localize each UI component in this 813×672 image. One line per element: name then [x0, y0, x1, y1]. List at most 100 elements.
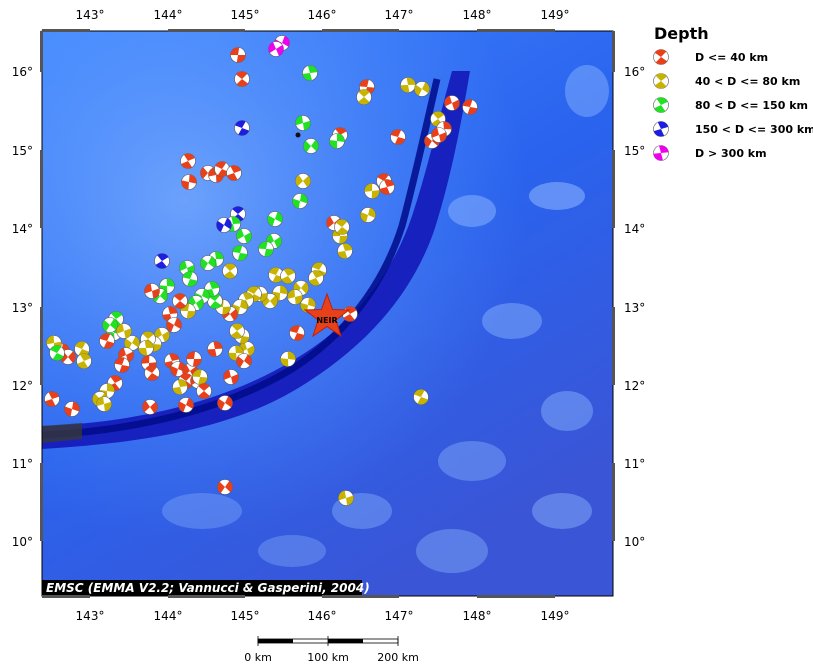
- beach-ball-icon: [364, 183, 380, 199]
- beach-ball-icon: [295, 115, 311, 131]
- beach-ball-icon: [258, 241, 274, 257]
- beach-ball-icon: [356, 89, 372, 105]
- beach-ball-icon: [308, 270, 324, 286]
- lat-tick-left: 11°: [12, 457, 33, 471]
- beach-ball-icon: [226, 165, 242, 181]
- legend-item: D > 300 km: [653, 145, 767, 161]
- legend-item: D <= 40 km: [653, 49, 768, 65]
- beach-ball-icon: [292, 193, 308, 209]
- beach-ball-icon: [462, 99, 478, 115]
- station-label: NEIR: [316, 316, 337, 325]
- lat-tick-left: 14°: [12, 222, 33, 236]
- beach-ball-icon: [200, 255, 216, 271]
- beach-ball-icon: [180, 153, 196, 169]
- beach-ball-icon: [280, 268, 296, 284]
- beach-ball-icon: [232, 245, 248, 261]
- beach-ball-icon: [102, 317, 118, 333]
- lat-tick-right: 14°: [624, 222, 645, 236]
- lat-tick-left: 15°: [12, 144, 33, 158]
- beach-ball-icon: [44, 391, 60, 407]
- seamount: [438, 441, 506, 481]
- beach-ball-icon: [302, 65, 318, 81]
- beach-ball-icon: [329, 133, 345, 149]
- beach-ball-icon: [181, 174, 197, 190]
- beach-ball-icon: [217, 395, 233, 411]
- seamount: [532, 493, 592, 529]
- beach-ball-icon: [400, 77, 416, 93]
- legend-label: 80 < D <= 150 km: [695, 99, 808, 112]
- beach-ball-icon: [653, 97, 669, 113]
- legend-item: 150 < D <= 300 km: [653, 121, 813, 137]
- beach-ball-icon: [379, 179, 395, 195]
- legend-label: D <= 40 km: [695, 51, 768, 64]
- lon-tick-top: 145°: [231, 8, 260, 22]
- beach-ball-icon: [295, 173, 311, 189]
- beach-ball-icon: [186, 351, 202, 367]
- beach-ball-icon: [653, 145, 669, 161]
- beach-ball-icon: [334, 219, 350, 235]
- beach-ball-icon: [178, 397, 194, 413]
- island-marker: [295, 132, 301, 138]
- beach-ball-icon: [360, 207, 376, 223]
- beach-ball-icon: [196, 383, 212, 399]
- lat-tick-right: 10°: [624, 535, 645, 549]
- lat-tick-right: 11°: [624, 457, 645, 471]
- lon-tick-top: 149°: [541, 8, 570, 22]
- lat-tick-left: 13°: [12, 301, 33, 315]
- credit-box: EMSC (EMMA V2.2; Vannucci & Gasperini, 2…: [42, 580, 370, 596]
- lon-tick-top: 147°: [385, 8, 414, 22]
- beach-ball-icon: [234, 71, 250, 87]
- beach-ball-icon: [192, 369, 208, 385]
- seamount: [482, 303, 542, 339]
- legend-item: 80 < D <= 150 km: [653, 97, 808, 113]
- beach-ball-icon: [236, 228, 252, 244]
- legend-title: Depth: [654, 24, 709, 43]
- beach-ball-icon: [216, 217, 232, 233]
- beach-ball-icon: [154, 253, 170, 269]
- lon-tick-top: 148°: [463, 8, 492, 22]
- beach-ball-icon: [413, 389, 429, 405]
- beach-ball-icon: [64, 401, 80, 417]
- beach-ball-icon: [207, 341, 223, 357]
- beach-ball-icon: [268, 41, 284, 57]
- legend-label: 150 < D <= 300 km: [695, 123, 813, 136]
- lat-tick-right: 13°: [624, 301, 645, 315]
- beach-ball-icon: [230, 47, 246, 63]
- beach-ball-icon: [182, 271, 198, 287]
- lat-tick-left: 10°: [12, 535, 33, 549]
- lon-tick-bottom: 149°: [541, 609, 570, 623]
- lon-tick-bottom: 145°: [231, 609, 260, 623]
- beach-ball-icon: [444, 95, 460, 111]
- lon-tick-bottom: 146°: [308, 609, 337, 623]
- seamount: [541, 391, 593, 431]
- beach-ball-icon: [229, 323, 245, 339]
- lon-tick-bottom: 148°: [463, 609, 492, 623]
- beach-ball-icon: [222, 263, 238, 279]
- beach-ball-icon: [76, 353, 92, 369]
- seamount: [162, 493, 242, 529]
- seamount: [258, 535, 326, 567]
- beach-ball-icon: [217, 479, 233, 495]
- beach-ball-icon: [653, 49, 669, 65]
- beach-ball-icon: [342, 306, 358, 322]
- scale-label: 200 km: [377, 651, 419, 664]
- beach-ball-icon: [223, 369, 239, 385]
- credit-text: EMSC (EMMA V2.2; Vannucci & Gasperini, 2…: [46, 581, 370, 595]
- scale-label: 100 km: [307, 651, 349, 664]
- beach-ball-icon: [267, 211, 283, 227]
- lat-tick-right: 12°: [624, 379, 645, 393]
- seamount: [529, 182, 585, 210]
- beach-ball-icon: [172, 293, 188, 309]
- beach-ball-icon: [144, 365, 160, 381]
- depth-legend: Depth D <= 40 km 40 < D <= 80 km 80 < D <=…: [653, 24, 813, 161]
- beach-ball-icon: [138, 340, 154, 356]
- lat-tick-right: 16°: [624, 65, 645, 79]
- scale-label: 0 km: [244, 651, 272, 664]
- beach-ball-icon: [144, 283, 160, 299]
- beach-ball-icon: [166, 317, 182, 333]
- bathymetry-map: NEIR EMSC (EMMA V2.2; Vannucci & Gasperi…: [42, 31, 613, 596]
- beach-ball-icon: [390, 129, 406, 145]
- lon-tick-top: 143°: [76, 8, 105, 22]
- seamount: [416, 529, 488, 573]
- lon-tick-bottom: 147°: [385, 609, 414, 623]
